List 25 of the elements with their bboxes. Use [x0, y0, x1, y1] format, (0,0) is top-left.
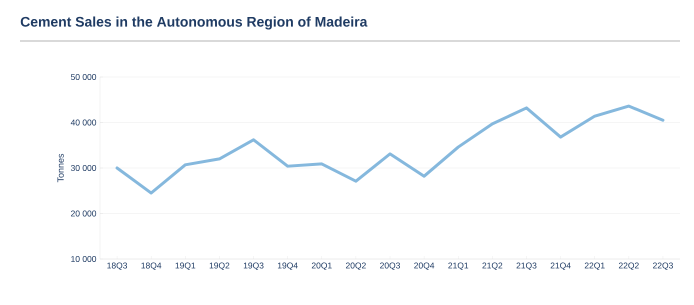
- x-tick-label: 20Q1: [312, 262, 332, 270]
- x-tick-label: 21Q2: [482, 262, 502, 270]
- x-tick-label: 21Q4: [550, 262, 571, 270]
- y-tick-label: 50 000: [70, 74, 96, 80]
- y-tick-label: 20 000: [71, 210, 96, 216]
- x-tick-label: 21Q3: [516, 262, 536, 270]
- chart-title: Cement Sales in the Autonomous Region of Madeira: [20, 16, 368, 30]
- x-tick-label: 20Q2: [346, 262, 366, 270]
- x-tick-label: 20Q4: [414, 262, 434, 270]
- x-tick-label: 19Q2: [210, 262, 230, 270]
- x-tick-label: 21Q1: [448, 262, 468, 270]
- line-series: [116, 104, 664, 195]
- x-tick-label: 18Q3: [107, 262, 128, 270]
- x-tick-label: 19Q3: [244, 262, 264, 270]
- y-tick-label: 30 000: [70, 165, 96, 171]
- x-tick-label: 22Q3: [653, 262, 673, 270]
- y-axis-title: Tonnes: [57, 154, 64, 182]
- x-tick-label: 19Q1: [176, 262, 196, 270]
- x-tick-label: 22Q1: [584, 262, 605, 270]
- x-tick-label: 20Q3: [380, 262, 400, 270]
- y-tick-label: 40 000: [70, 120, 96, 126]
- x-tick-label: 22Q2: [618, 262, 639, 270]
- x-tick-label: 18Q4: [141, 262, 162, 270]
- y-tick-label: 10 000: [71, 256, 96, 262]
- x-tick-label: 19Q4: [278, 262, 298, 270]
